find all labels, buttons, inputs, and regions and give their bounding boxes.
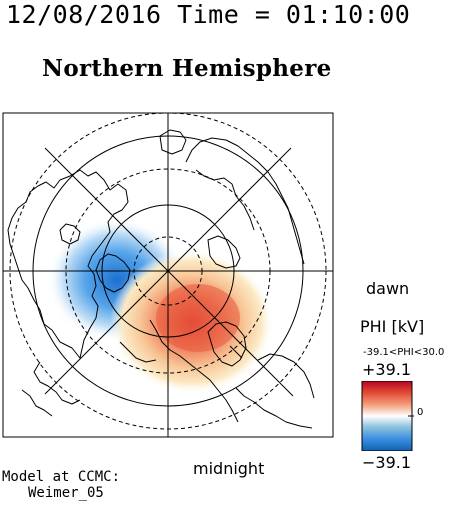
timestamp-label: 12/08/2016 Time = 01:10:00 (6, 0, 411, 29)
colorbar-title: PHI [kV] (360, 317, 425, 336)
colorbar-range: -39.1<PHI<30.0 (363, 347, 445, 358)
meridian-diagonal-b (44, 147, 292, 395)
polar-potential-map (2, 112, 334, 438)
colorbar-gradient (361, 381, 413, 451)
colorbar-min-label: −39.1 (362, 453, 412, 472)
meridian-diagonal-a (44, 147, 294, 397)
midnight-label: midnight (193, 459, 265, 478)
model-name-label: Weimer_05 (28, 485, 104, 501)
hemisphere-title: Northern Hemisphere (42, 55, 332, 82)
model-source-label: Model at CCMC: (2, 469, 121, 485)
positive-potential-core (156, 284, 240, 352)
colorbar (361, 381, 414, 451)
dawn-label: dawn (366, 279, 410, 298)
colorbar-max-label: +39.1 (362, 360, 412, 379)
coastlines (7, 129, 315, 429)
colorbar-zero-label: 0 (417, 407, 424, 418)
